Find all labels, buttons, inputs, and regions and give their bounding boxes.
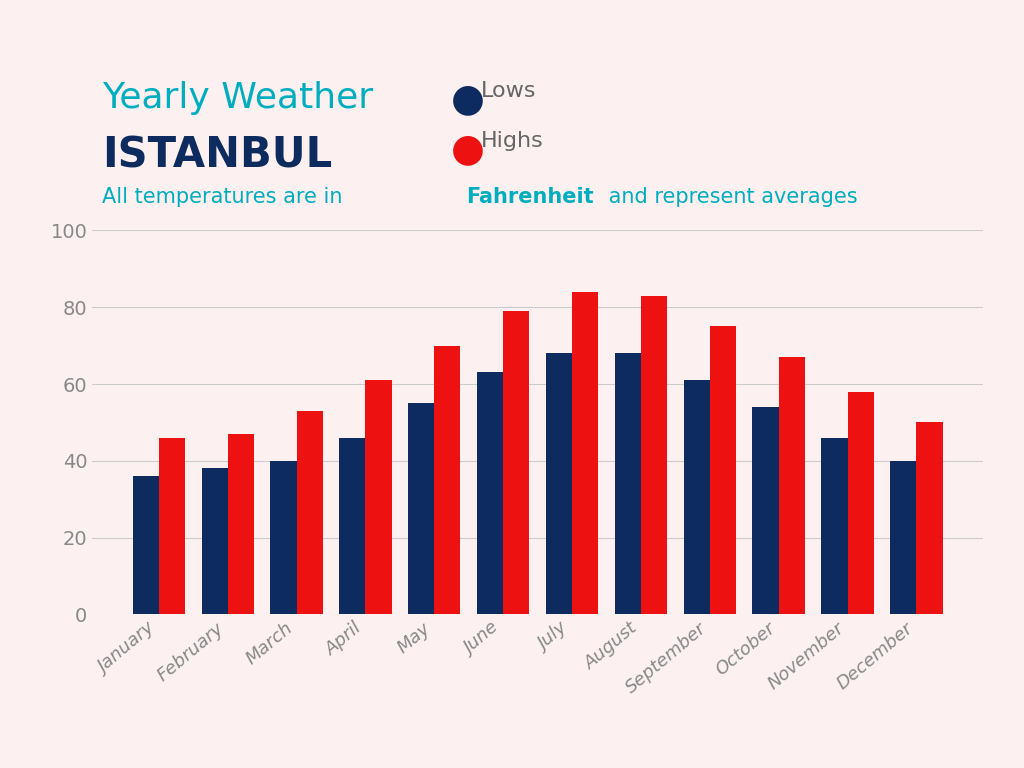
Bar — [614, 353, 641, 614]
Bar — [890, 461, 916, 614]
Bar — [202, 468, 227, 614]
Bar — [572, 292, 598, 614]
Text: All temperatures are in: All temperatures are in — [102, 187, 349, 207]
Text: ●: ● — [451, 131, 484, 168]
Bar — [916, 422, 942, 614]
Bar — [270, 461, 297, 614]
Bar — [503, 311, 529, 614]
Bar — [778, 357, 805, 614]
Text: Fahrenheit: Fahrenheit — [466, 187, 594, 207]
Bar — [339, 438, 366, 614]
Bar — [133, 476, 159, 614]
Text: Lows: Lows — [481, 81, 537, 101]
Bar — [434, 346, 461, 614]
Bar — [297, 411, 323, 614]
Bar — [848, 392, 873, 614]
Bar — [366, 380, 391, 614]
Bar — [409, 403, 434, 614]
Bar — [159, 438, 185, 614]
Bar — [753, 407, 778, 614]
Bar — [710, 326, 736, 614]
Bar — [821, 438, 848, 614]
Text: ●: ● — [451, 81, 484, 118]
Text: and represent averages: and represent averages — [602, 187, 858, 207]
Bar — [641, 296, 667, 614]
Bar — [477, 372, 503, 614]
Bar — [684, 380, 710, 614]
Bar — [227, 434, 254, 614]
Text: Highs: Highs — [481, 131, 544, 151]
Text: Yearly Weather: Yearly Weather — [102, 81, 374, 114]
Text: ISTANBUL: ISTANBUL — [102, 134, 333, 177]
Bar — [546, 353, 572, 614]
